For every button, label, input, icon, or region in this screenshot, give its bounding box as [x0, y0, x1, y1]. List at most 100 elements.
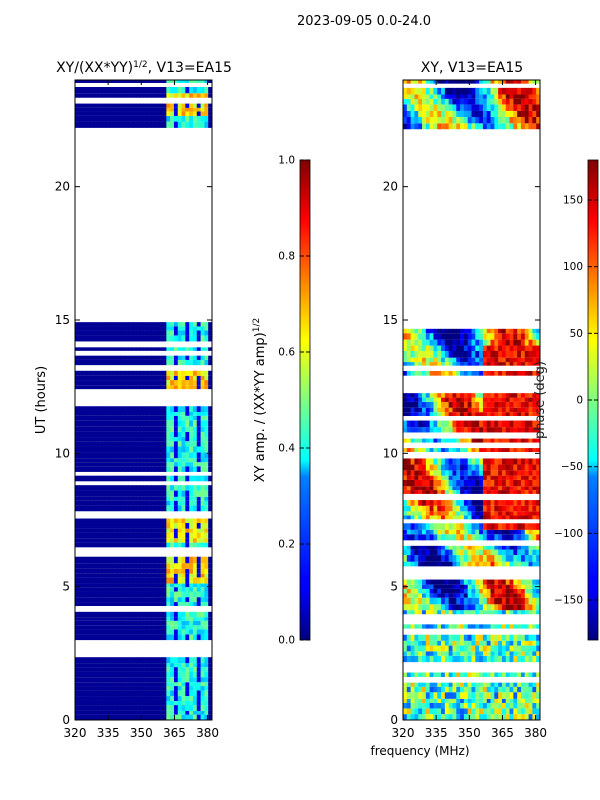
- heat-cell: [158, 577, 164, 584]
- heat-cell: [448, 339, 453, 346]
- heat-cell: [444, 682, 450, 687]
- heat-cell: [170, 617, 175, 621]
- heat-cell: [147, 617, 152, 621]
- heat-cell: [94, 441, 99, 447]
- heat-cell: [494, 98, 499, 105]
- heat-cell: [418, 333, 423, 340]
- heat-cell: [429, 401, 434, 408]
- heat-cell: [173, 115, 179, 122]
- heat-cell: [505, 123, 511, 130]
- heat-cell: [429, 555, 434, 562]
- heat-cell: [181, 556, 186, 564]
- heat-cell: [192, 714, 198, 720]
- heat-cell: [196, 347, 202, 351]
- heat-cell: [158, 634, 164, 641]
- heat-cell: [185, 611, 190, 618]
- heat-cell: [463, 464, 469, 471]
- heat-cell: [101, 690, 106, 697]
- heat-cell: [509, 470, 514, 476]
- heat-cell: [467, 407, 472, 413]
- heat-cell: [185, 583, 190, 588]
- heat-cell: [433, 80, 438, 84]
- heat-cell: [486, 357, 492, 363]
- heat-cell: [479, 412, 484, 416]
- heat-cell: [86, 466, 91, 472]
- heat-cell: [151, 93, 156, 98]
- heat-cell: [482, 511, 488, 516]
- heat-cell: [173, 359, 179, 366]
- heat-cell: [181, 385, 186, 390]
- heat-cell: [441, 584, 446, 589]
- heat-cell: [467, 702, 472, 709]
- heat-cell: [520, 407, 526, 413]
- heat-cell: [181, 452, 186, 459]
- heat-cell: [113, 677, 118, 683]
- heat-cell: [97, 452, 103, 459]
- heat-cell: [135, 690, 141, 697]
- heat-cell: [120, 475, 125, 482]
- heat-cell: [528, 523, 533, 530]
- heat-cell: [177, 518, 183, 524]
- heat-cell: [94, 426, 99, 432]
- heat-cell: [147, 111, 152, 116]
- heat-cell: [154, 462, 160, 467]
- heat-cell: [425, 686, 431, 693]
- heat-cell: [139, 542, 144, 548]
- amplitude-colorbar-label: XY amp. / (XX*YY amp)1/2: [252, 318, 268, 482]
- heat-cell: [471, 448, 476, 453]
- heat-cell: [536, 412, 541, 416]
- heat-cell: [437, 464, 442, 471]
- heat-cell: [124, 538, 129, 543]
- heat-cell: [501, 640, 507, 646]
- heat-cell: [475, 511, 480, 516]
- heat-cell: [128, 475, 133, 482]
- heat-cell: [498, 357, 503, 363]
- heat-cell: [509, 351, 514, 358]
- heat-cell: [422, 545, 427, 550]
- heat-cell: [414, 401, 419, 408]
- heat-cell: [425, 438, 431, 443]
- heat-cell: [124, 591, 129, 598]
- heat-cell: [78, 568, 84, 574]
- heat-cell: [444, 634, 450, 641]
- heat-cell: [105, 415, 110, 421]
- heat-cell: [143, 671, 148, 678]
- heat-cell: [444, 448, 450, 453]
- heat-cell: [173, 690, 179, 697]
- heat-cell: [528, 579, 533, 585]
- heat-cell: [173, 700, 179, 706]
- heat-cell: [403, 655, 408, 663]
- heat-cell: [185, 370, 190, 376]
- heat-cell: [109, 597, 114, 603]
- heat-cell: [444, 438, 450, 443]
- heat-cell: [143, 115, 148, 122]
- heat-cell: [528, 87, 533, 95]
- heat-cell: [173, 80, 179, 83]
- heat-cell: [162, 568, 167, 574]
- heat-cell: [97, 326, 103, 331]
- heat-cell: [109, 657, 114, 664]
- heat-cell: [151, 415, 156, 421]
- heat-cell: [486, 98, 492, 105]
- heat-cell: [482, 597, 488, 605]
- heat-cell: [479, 624, 484, 629]
- heat-cell: [509, 588, 514, 594]
- heat-cell: [116, 490, 122, 497]
- heat-cell: [532, 624, 537, 629]
- heat-cell: [463, 486, 469, 491]
- heat-cell: [463, 523, 469, 530]
- heat-cell: [135, 602, 141, 607]
- heat-cell: [94, 583, 99, 588]
- heat-cell: [124, 496, 129, 501]
- heat-cell: [467, 420, 472, 428]
- heat-cell: [441, 104, 446, 111]
- heat-cell: [414, 351, 419, 358]
- heat-cell: [139, 426, 144, 432]
- heat-cell: [475, 645, 480, 652]
- heat-cell: [475, 397, 480, 402]
- heat-cell: [166, 597, 171, 603]
- heat-cell: [490, 370, 495, 376]
- heat-cell: [105, 107, 110, 112]
- heat-cell: [460, 672, 465, 677]
- heat-cell: [132, 677, 137, 683]
